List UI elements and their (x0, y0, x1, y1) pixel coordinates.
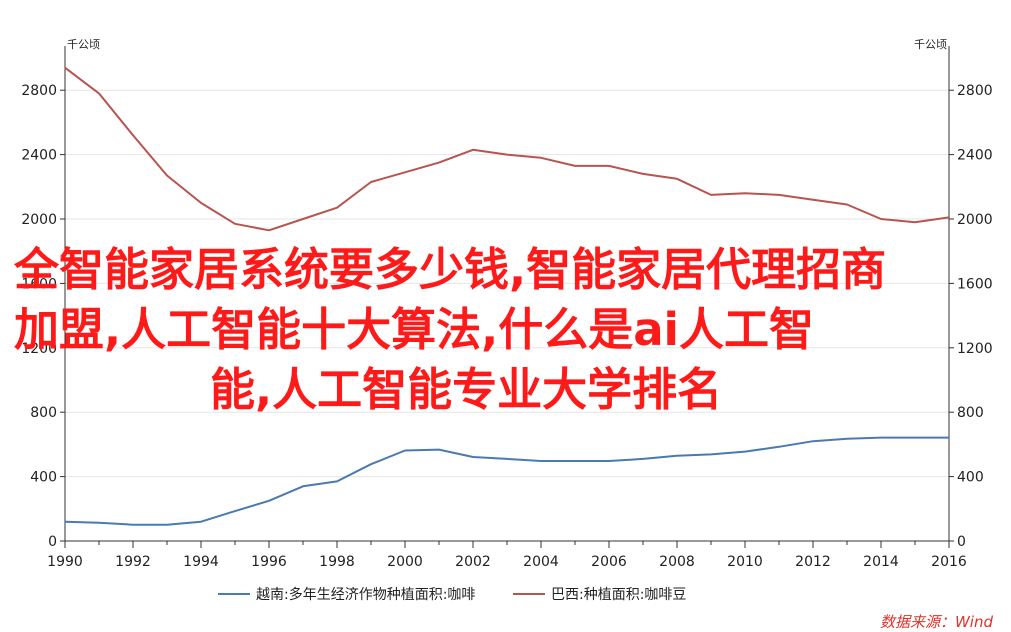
x-tick-label: 2014 (863, 554, 899, 570)
right-tick-label: 2000 (957, 212, 993, 228)
series-lines (64, 66, 950, 526)
right-tick-label: 400 (957, 470, 984, 486)
left-tick-label: 400 (30, 470, 57, 486)
axes: 0 0 400 400 800 800 1200 1200 1600 1600 2000 2000 24… (21, 38, 992, 570)
gridlines (65, 89, 949, 478)
right-tick-label: 800 (957, 405, 984, 421)
left-tick-label: 1600 (21, 276, 57, 292)
x-tick-label: 1992 (115, 554, 151, 570)
x-tick-label: 1990 (47, 554, 83, 570)
right-unit-label: 千公顷 (914, 38, 947, 51)
left-tick-label: 1200 (21, 341, 57, 357)
left-tick-label: 800 (30, 405, 57, 421)
right-tick-label: 1600 (957, 276, 993, 292)
x-tick-label: 2000 (387, 554, 423, 570)
legend-label-2: 巴西:种植面积:咖啡豆 (551, 587, 686, 603)
source-note: 数据来源：Wind (879, 613, 993, 631)
x-tick-label: 2010 (727, 554, 763, 570)
x-tick-label: 1996 (251, 554, 287, 570)
left-tick-label: 2400 (21, 148, 57, 164)
right-tick-label: 1200 (957, 341, 993, 357)
x-tick-label: 2016 (931, 554, 967, 570)
right-tick-label: 0 (957, 534, 966, 550)
legend: 越南:多年生经济作物种植面积:咖啡 巴西:种植面积:咖啡豆 (218, 586, 686, 603)
right-tick-label: 2800 (957, 83, 993, 99)
x-tick-label: 2006 (591, 554, 627, 570)
legend-label-1: 越南:多年生经济作物种植面积:咖啡 (256, 586, 475, 603)
left-tick-label: 2000 (21, 212, 57, 228)
right-tick-label: 2400 (957, 148, 993, 164)
x-tick-label: 2002 (455, 554, 491, 570)
x-tick-label: 2008 (659, 554, 695, 570)
x-tick-label: 1998 (319, 554, 355, 570)
x-tick-label: 1994 (183, 554, 219, 570)
left-tick-label: 2800 (21, 83, 57, 99)
x-tick-label: 2004 (523, 554, 559, 570)
series-line-2 (64, 66, 950, 232)
left-unit-label: 千公顷 (67, 38, 100, 51)
series-line-1 (64, 436, 949, 526)
left-tick-label: 0 (48, 534, 57, 550)
x-tick-label: 2012 (795, 554, 831, 570)
